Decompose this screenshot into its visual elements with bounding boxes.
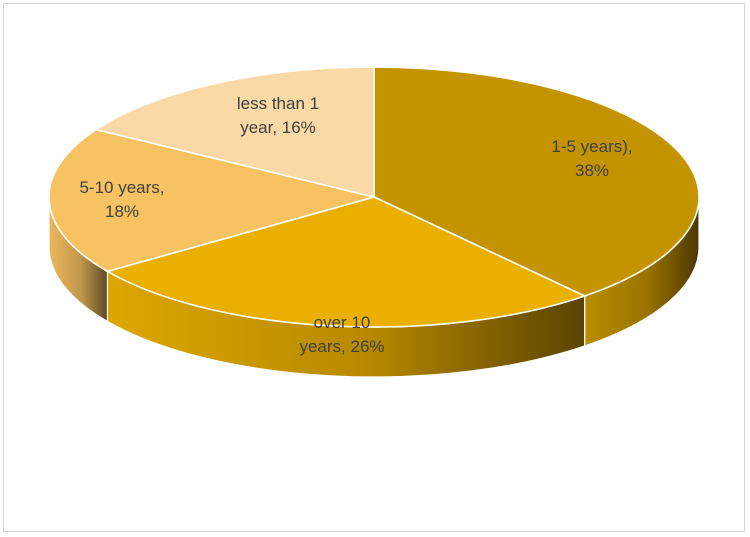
- data-label-2: over 10 years, 26%: [299, 313, 384, 356]
- pie-slice-1[interactable]: [373, 66, 700, 297]
- data-label-4: less than 1 year, 16%: [237, 94, 319, 137]
- pie-slice-2[interactable]: [105, 196, 587, 328]
- pie-slices: [48, 66, 700, 328]
- data-labels: 1-5 years), 38% over 10 years, 26% 5-10 year…: [79, 94, 632, 356]
- pie-slice-3[interactable]: [48, 128, 378, 273]
- pie-slice-4[interactable]: [94, 66, 375, 199]
- data-label-3: 5-10 years, 18%: [79, 178, 164, 221]
- data-label-1: 1-5 years), 38%: [551, 137, 632, 180]
